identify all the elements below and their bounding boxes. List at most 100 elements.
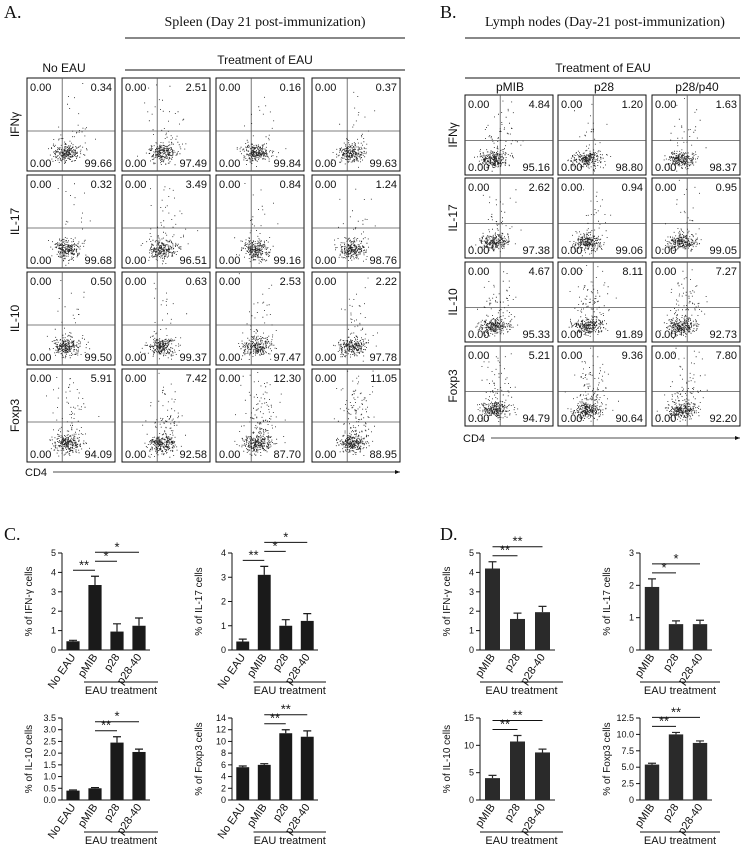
quadrant-value: 0.84 (280, 179, 301, 191)
quadrant-value: 99.37 (179, 352, 207, 364)
quadrant-value: 0.00 (561, 413, 582, 425)
quadrant-value: 0.00 (468, 245, 489, 257)
quadrant-value: 0.00 (219, 82, 240, 94)
plot-frame (215, 271, 305, 366)
x-axis-label: EAU treatment (254, 685, 326, 697)
quadrant-value: 0.50 (91, 276, 112, 288)
flow-plot: 0.00 2.22 0.00 97.78 (311, 271, 401, 366)
y-axis-label: % of Foxp3 cells (194, 722, 205, 795)
y-tick-label: 4 (51, 567, 56, 577)
y-tick-label: 1 (51, 626, 56, 636)
error-bar (513, 734, 522, 742)
quadrant-value: 2.51 (186, 82, 207, 94)
y-axis-label: % of IFN-γ cells (442, 566, 453, 636)
quadrant-value: 0.00 (125, 276, 146, 288)
bar (257, 574, 271, 650)
panel-label: D. (440, 524, 458, 544)
quadrant-value: 0.00 (219, 352, 240, 364)
quadrant-value: 0.00 (655, 413, 676, 425)
quadrant-value: 0.00 (561, 266, 582, 278)
bar (279, 733, 293, 800)
flow-plot: 0.00 2.53 0.00 97.47 (215, 271, 305, 366)
flow-plot: 0.00 7.80 0.00 92.20 (651, 345, 741, 427)
category-label: pMIB (473, 802, 498, 830)
plot-frame (557, 94, 647, 176)
cell-dots (140, 186, 199, 265)
y-tick-label: 2 (629, 580, 634, 590)
quadrant-value: 97.78 (369, 352, 397, 364)
flow-plot: 0.00 2.62 0.00 97.38 (464, 177, 554, 259)
row-label: IL-10 (8, 305, 22, 333)
quadrant-value: 0.00 (655, 182, 676, 194)
y-axis-label: % of IL-17 cells (602, 567, 613, 635)
row-label: IFNγ (8, 112, 22, 137)
category-label: p28 (503, 652, 523, 674)
cell-dots (48, 183, 91, 266)
quadrant-value: 0.00 (125, 373, 146, 385)
flow-plot: 0.00 5.91 0.00 94.09 (26, 368, 116, 463)
quadrant-value: 0.00 (561, 329, 582, 341)
error-bar (69, 639, 77, 642)
bar (668, 734, 684, 800)
y-tick-label: 14 (216, 713, 226, 723)
quadrant-value: 0.00 (315, 352, 336, 364)
significance-label: * (661, 560, 666, 575)
quadrant-value: 0.00 (468, 413, 489, 425)
significance-label: ** (281, 702, 291, 717)
bar (644, 586, 660, 650)
quadrant-value: 0.00 (315, 449, 336, 461)
quadrant-value: 0.00 (30, 158, 51, 170)
flow-plot: 0.00 11.05 0.00 88.95 (311, 368, 401, 463)
category-label: p28 (102, 802, 122, 824)
quadrant-value: 0.00 (125, 82, 146, 94)
error-bar (238, 765, 247, 768)
cell-dots (568, 265, 617, 337)
quadrant-value: 0.00 (655, 162, 676, 174)
quadrant-value: 0.34 (91, 82, 112, 94)
quadrant-value: 0.00 (655, 329, 676, 341)
quadrant-value: 99.63 (369, 158, 397, 170)
row-label: IL-17 (8, 208, 22, 236)
plot-frame (464, 345, 554, 427)
quadrant-value: 0.00 (468, 99, 489, 111)
quadrant-value: 0.00 (30, 352, 51, 364)
significance-label: * (114, 709, 119, 724)
bar (535, 752, 550, 800)
y-tick-label: 2.5 (43, 736, 56, 746)
y-tick-label: 15 (464, 713, 474, 723)
quadrant-value: 0.00 (468, 162, 489, 174)
quadrant-value: 0.00 (655, 350, 676, 362)
row-label: IL-10 (446, 288, 460, 316)
axis-label: CD4 (25, 467, 47, 479)
quadrant-value: 5.21 (529, 350, 550, 362)
bar (485, 568, 500, 650)
y-tick-label: 1 (629, 613, 634, 623)
cell-dots (567, 103, 612, 172)
cell-dots (660, 269, 708, 339)
bar (132, 625, 146, 650)
quadrant-value: 99.50 (84, 352, 112, 364)
cell-dots (46, 280, 91, 359)
quadrant-value: 0.00 (315, 255, 336, 267)
bar (66, 641, 80, 650)
category-label: pMIB (633, 652, 658, 680)
panel-label: C. (4, 524, 21, 544)
significance-label: ** (101, 718, 111, 733)
quadrant-value: 95.33 (522, 329, 550, 341)
quadrant-value: 94.09 (84, 449, 112, 461)
bar (132, 751, 146, 800)
error-bar (69, 789, 77, 791)
significance-label: * (283, 529, 288, 544)
y-tick-label: 1 (469, 626, 474, 636)
quadrant-value: 0.00 (219, 179, 240, 191)
error-bar (113, 623, 121, 632)
category-label: No EAU (216, 802, 249, 841)
plot-frame (311, 77, 401, 172)
quadrant-value: 98.37 (709, 162, 737, 174)
quadrant-value: 0.00 (125, 449, 146, 461)
quadrant-value: 8.11 (622, 266, 643, 278)
plot-frame (311, 368, 401, 463)
y-tick-label: 0 (629, 795, 634, 805)
quadrant-value: 0.00 (468, 350, 489, 362)
flow-plot: 0.00 7.42 0.00 92.58 (121, 368, 211, 463)
